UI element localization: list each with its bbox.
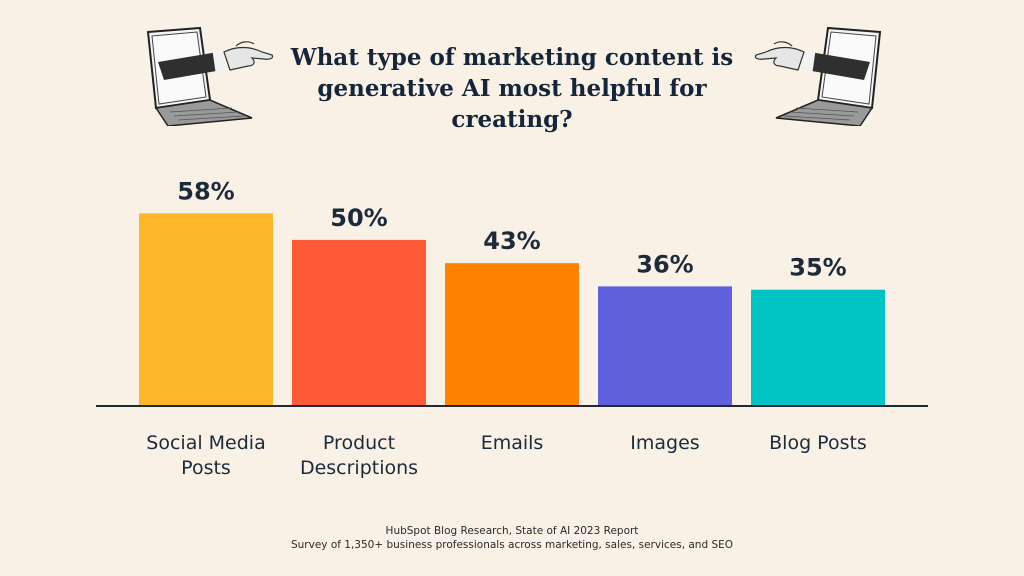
category-label-1-line-0: Product — [323, 432, 395, 454]
category-label-3-line-0: Images — [630, 432, 699, 454]
category-labels-group: Social Media Posts Product Descriptions Emai… — [146, 432, 867, 479]
category-label-1-line-1: Descriptions — [300, 457, 418, 479]
bar-2 — [445, 263, 579, 406]
bar-1 — [292, 239, 426, 406]
source-line-2: Survey of 1,350+ business professionals … — [290, 539, 734, 551]
value-labels-group: 58% 50% 43% 36% 35% — [177, 177, 846, 281]
category-label-1: Product Descriptions — [300, 432, 418, 479]
hand-from-laptop-left-icon — [146, 26, 274, 126]
value-label-4: 35% — [789, 254, 846, 282]
chart-title-line-2: generative AI most helpful for creating? — [317, 75, 707, 133]
value-label-1: 50% — [330, 204, 387, 232]
chart-title-line-1: What type of marketing content is — [290, 44, 734, 71]
value-label-3: 36% — [636, 250, 693, 278]
category-label-0-line-1: Posts — [181, 457, 231, 479]
bar-0 — [139, 213, 273, 406]
bar-4 — [751, 289, 885, 406]
value-label-0: 58% — [177, 177, 234, 205]
category-label-4-line-0: Blog Posts — [769, 432, 867, 454]
source-line-1: HubSpot Blog Research, State of AI 2023 … — [385, 525, 639, 537]
source-note: HubSpot Blog Research, State of AI 2023 … — [212, 524, 812, 552]
category-label-3: Images — [630, 432, 699, 454]
bar-3 — [598, 286, 732, 406]
category-label-0: Social Media Posts — [146, 432, 265, 479]
category-label-0-line-0: Social Media — [146, 432, 265, 454]
category-label-2-line-0: Emails — [481, 432, 544, 454]
bars-group — [139, 213, 885, 406]
hand-from-laptop-right-icon — [754, 26, 882, 126]
chart-title: What type of marketing content is genera… — [262, 42, 762, 135]
category-label-2: Emails — [481, 432, 544, 454]
category-label-4: Blog Posts — [769, 432, 867, 454]
value-label-2: 43% — [483, 227, 540, 255]
